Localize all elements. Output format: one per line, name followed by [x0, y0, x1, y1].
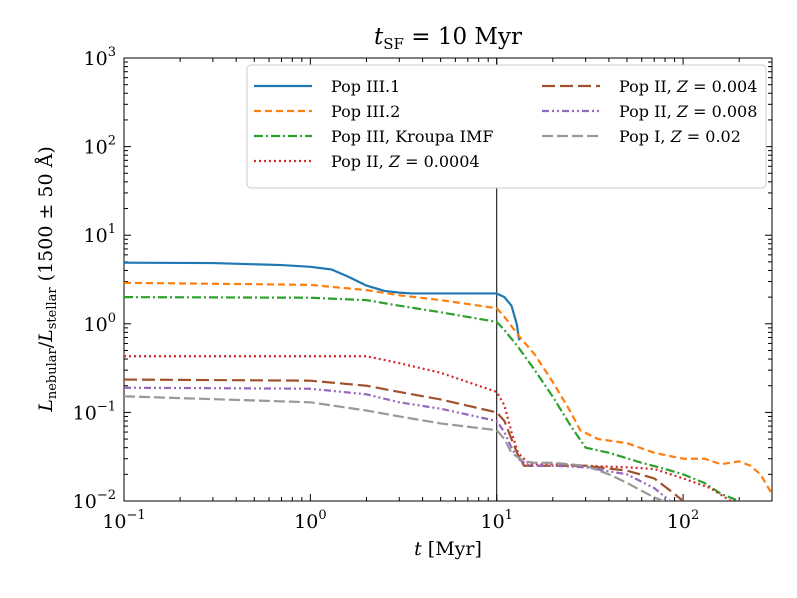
legend: Pop III.1 Pop III.2 Pop III, Kroupa IMF Pop… — [246, 64, 767, 189]
legend-label-4: Pop II, Z = 0.0004 — [331, 152, 480, 171]
plot-area — [123, 57, 773, 502]
series-line-4 — [124, 355, 732, 501]
legend-label-5: Pop II, Z = 0.004 — [619, 77, 757, 96]
x-axis-label: t [Myr] — [414, 538, 482, 560]
chart-title: tSF = 10 Myr — [374, 24, 522, 53]
legend-frame — [246, 64, 767, 189]
series-line-5 — [124, 378, 684, 501]
series-group — [124, 261, 772, 501]
legend-label-2: Pop III.2 — [331, 102, 400, 121]
series-line-6 — [124, 386, 671, 501]
series-line-1 — [124, 261, 521, 341]
y-tick-label: 100 — [84, 311, 116, 336]
x-tick-label: 101 — [480, 508, 512, 533]
x-tick-label: 100 — [294, 508, 326, 533]
x-tick-label: 10−1 — [102, 508, 145, 533]
y-tick-label: 10−1 — [73, 399, 116, 424]
y-tick-label: 102 — [84, 134, 116, 159]
series-line-7 — [124, 395, 666, 501]
legend-label-7: Pop I, Z = 0.02 — [619, 127, 741, 146]
legend-label-3: Pop III, Kroupa IMF — [331, 127, 493, 146]
y-tick-label: 101 — [84, 222, 116, 247]
y-axis-label: Lnebular/Lstellar (1500 ± 50 Å) — [35, 146, 60, 413]
legend-label-6: Pop II, Z = 0.008 — [619, 102, 757, 121]
x-tick-label: 102 — [667, 508, 699, 533]
y-tick-label: 103 — [84, 45, 116, 70]
y-tick-label: 10−2 — [73, 488, 116, 513]
legend-label-1: Pop III.1 — [331, 77, 400, 96]
series-line-2 — [124, 281, 772, 495]
